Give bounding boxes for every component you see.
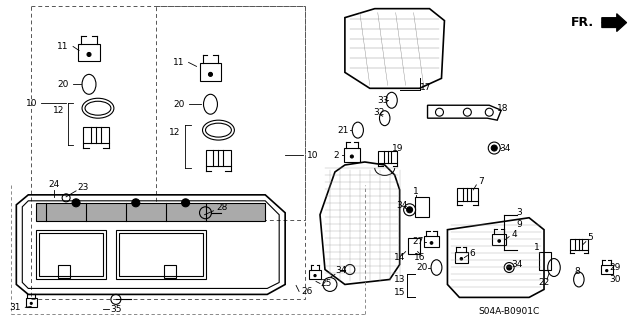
Text: 34: 34 [335, 266, 347, 275]
Bar [200, 63, 221, 81]
Text: 11: 11 [58, 42, 69, 51]
Bar [492, 234, 506, 246]
Text: 16: 16 [414, 253, 426, 262]
Text: 8: 8 [574, 267, 580, 276]
Bar [119, 233, 202, 277]
Text: 1: 1 [413, 187, 419, 197]
Text: 11: 11 [173, 58, 184, 67]
Text: 10: 10 [26, 99, 37, 108]
Text: 5: 5 [587, 233, 593, 242]
Circle shape [498, 240, 500, 242]
Circle shape [350, 155, 353, 158]
Text: 20: 20 [173, 100, 184, 109]
Circle shape [605, 270, 608, 272]
Text: 12: 12 [52, 106, 64, 115]
Text: 6: 6 [470, 249, 476, 258]
Text: 33: 33 [377, 96, 388, 105]
Text: 34: 34 [499, 144, 511, 152]
Circle shape [314, 274, 316, 277]
Bar [309, 270, 321, 279]
Circle shape [460, 257, 463, 260]
Bar [539, 252, 551, 270]
Bar [601, 264, 612, 274]
Text: FR.: FR. [572, 16, 595, 29]
Text: 34: 34 [396, 201, 407, 210]
Text: 18: 18 [497, 104, 509, 113]
Circle shape [492, 145, 497, 151]
Bar [78, 43, 100, 62]
Bar [164, 264, 175, 278]
Text: 17: 17 [420, 83, 431, 92]
Text: 24: 24 [49, 180, 60, 189]
Text: 7: 7 [479, 177, 484, 186]
Bar [156, 6, 305, 220]
Bar [31, 6, 305, 300]
Bar [116, 230, 205, 279]
Text: 12: 12 [169, 128, 180, 137]
Text: 32: 32 [373, 108, 385, 117]
Text: 35: 35 [110, 305, 122, 314]
Bar [344, 148, 360, 162]
Text: 26: 26 [301, 287, 313, 296]
Text: 19: 19 [392, 144, 403, 152]
Text: 10: 10 [307, 151, 319, 160]
Bar [424, 236, 438, 248]
Circle shape [87, 52, 91, 56]
Text: 21: 21 [337, 126, 349, 135]
Text: 28: 28 [217, 203, 228, 212]
Text: 1: 1 [534, 243, 540, 252]
Bar [26, 298, 36, 307]
Bar [36, 203, 265, 221]
Text: 27: 27 [412, 237, 423, 246]
Circle shape [209, 72, 212, 76]
Text: 9: 9 [516, 220, 522, 229]
Circle shape [182, 199, 189, 207]
Text: 25: 25 [320, 279, 332, 288]
Text: 14: 14 [394, 253, 405, 262]
Text: 23: 23 [77, 183, 89, 192]
Bar [58, 264, 70, 278]
Text: 34: 34 [511, 260, 523, 269]
Text: 13: 13 [394, 275, 405, 284]
Text: 2: 2 [333, 151, 339, 160]
Circle shape [132, 199, 140, 207]
Text: 20: 20 [416, 263, 428, 272]
Circle shape [72, 199, 80, 207]
Bar [408, 238, 420, 254]
Text: 29: 29 [609, 263, 620, 272]
Text: S04A-B0901C: S04A-B0901C [479, 307, 540, 316]
Circle shape [30, 302, 32, 304]
Circle shape [406, 207, 413, 213]
Circle shape [430, 241, 433, 244]
Bar [39, 233, 103, 277]
Text: 4: 4 [511, 230, 517, 239]
Bar [36, 230, 106, 279]
Text: 31: 31 [10, 303, 21, 312]
Bar [415, 197, 429, 217]
Text: 30: 30 [609, 275, 620, 284]
Polygon shape [602, 14, 627, 32]
Circle shape [507, 265, 511, 270]
Text: 3: 3 [516, 208, 522, 217]
Text: 20: 20 [58, 80, 69, 89]
Text: 15: 15 [394, 288, 405, 297]
Bar [454, 252, 468, 263]
Text: 22: 22 [538, 278, 550, 287]
